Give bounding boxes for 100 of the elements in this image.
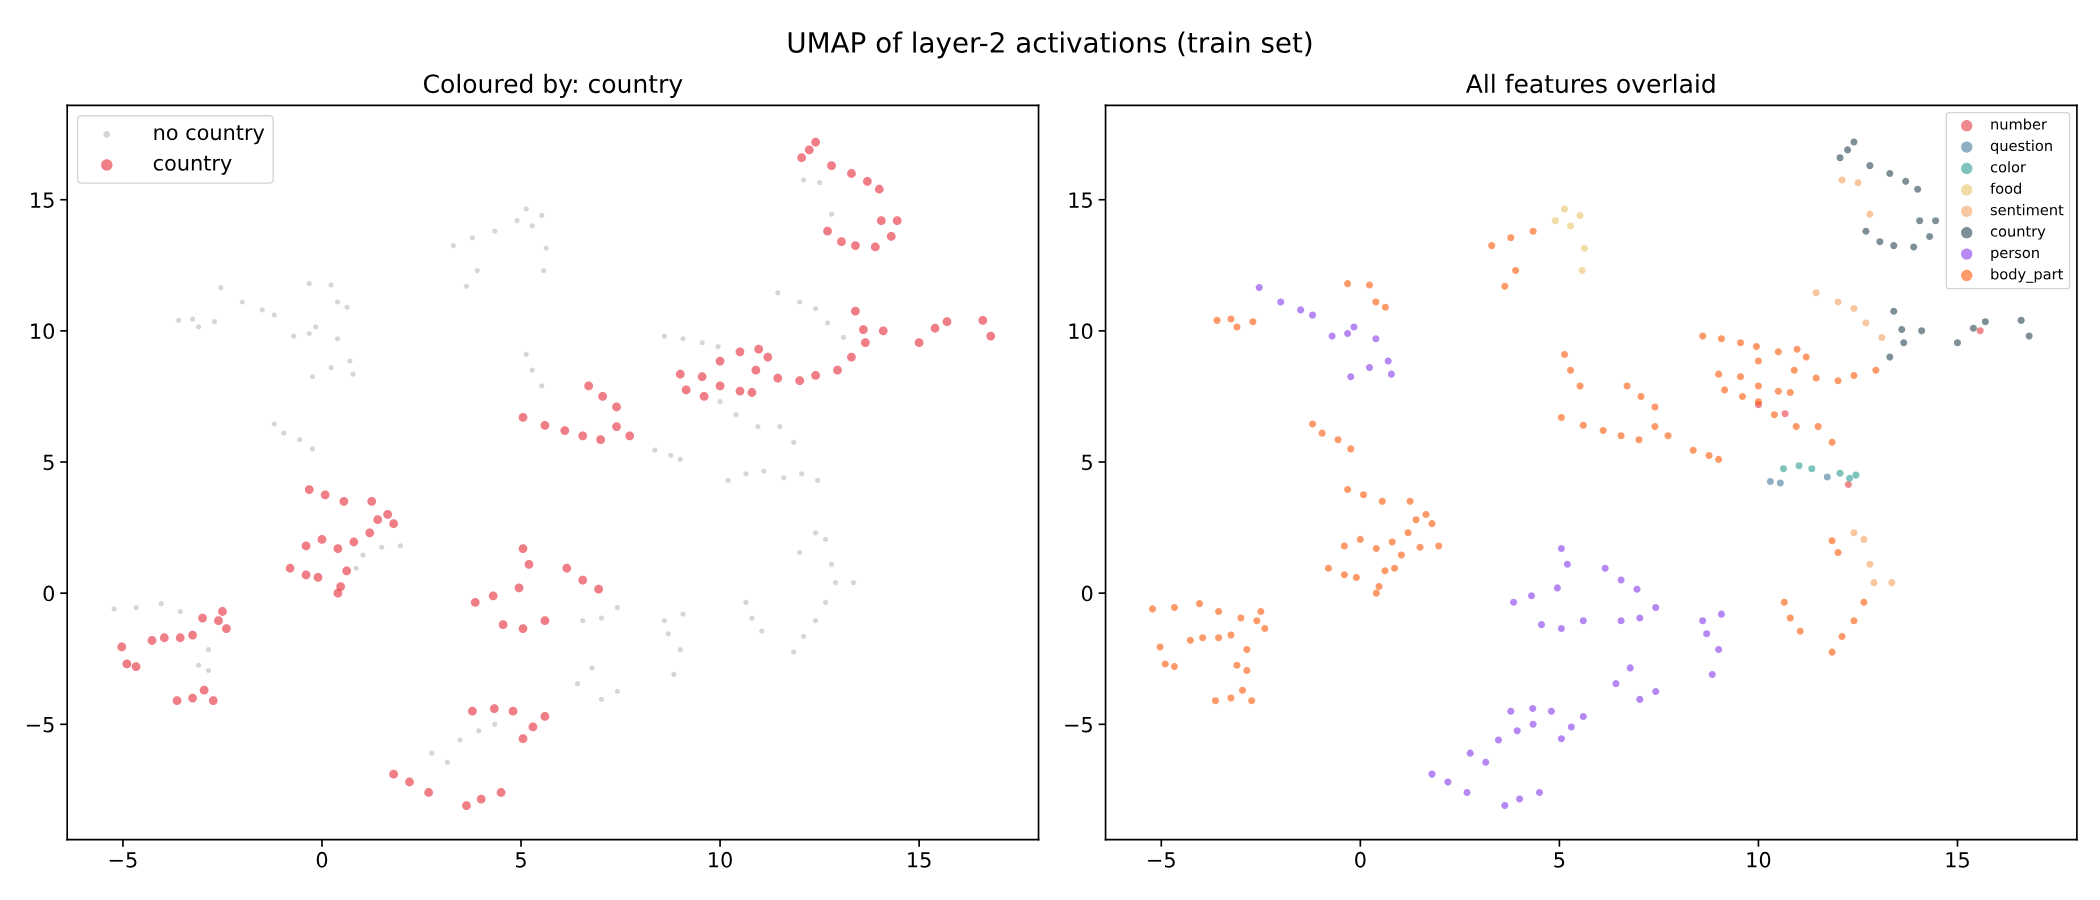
point xyxy=(1372,335,1380,343)
point xyxy=(1579,712,1587,720)
point xyxy=(1566,222,1575,230)
point xyxy=(1636,695,1644,703)
point xyxy=(1766,477,1774,485)
point xyxy=(1516,795,1524,803)
y-tick-label: 5 xyxy=(43,454,54,471)
point xyxy=(1910,243,1918,251)
x-tick-label: 15 xyxy=(908,852,931,868)
point xyxy=(1579,617,1587,625)
point xyxy=(1969,324,1977,332)
x-tick-label: 10 xyxy=(1747,851,1771,868)
point xyxy=(1888,579,1896,587)
point xyxy=(1557,735,1565,743)
legend-label: sentiment xyxy=(1990,204,2064,216)
point xyxy=(1652,687,1660,696)
point xyxy=(1890,242,1898,250)
text: UMAP of layer-2 activations (train set) xyxy=(788,31,1312,59)
chart-title: Coloured by: country xyxy=(423,73,683,98)
point xyxy=(1953,339,1962,347)
y-tick-label: 10 xyxy=(1069,323,1093,340)
point xyxy=(1557,625,1565,633)
legend-label: no country xyxy=(154,125,265,145)
x-tick-label: 0 xyxy=(316,851,328,868)
point xyxy=(1781,410,1789,418)
point xyxy=(1344,329,1352,338)
point xyxy=(1626,664,1634,672)
y-tick-label: 0 xyxy=(43,585,55,602)
point xyxy=(1547,707,1555,715)
point xyxy=(1350,323,1358,331)
point xyxy=(1812,289,1820,297)
point xyxy=(1347,373,1355,381)
y-tick-label: −5 xyxy=(1065,717,1092,733)
legend-label: food xyxy=(1990,182,2021,194)
point xyxy=(1844,146,1852,154)
point xyxy=(1567,723,1575,731)
point xyxy=(1708,670,1716,678)
point xyxy=(1633,585,1641,593)
point xyxy=(1808,465,1816,473)
legend-label: person xyxy=(1991,249,2039,261)
point xyxy=(1717,610,1725,618)
point xyxy=(1529,720,1537,728)
legend-label: color xyxy=(1990,161,2026,173)
x-tick-label: 10 xyxy=(709,851,732,868)
point xyxy=(2025,332,2033,340)
point xyxy=(1444,778,1452,786)
legend-label: country xyxy=(1990,226,2046,240)
point xyxy=(1365,364,1374,372)
point xyxy=(1553,584,1561,592)
point xyxy=(1878,333,1886,341)
point xyxy=(1501,802,1509,810)
point xyxy=(1551,217,1559,225)
point xyxy=(1578,267,1586,275)
x-tick-label: 15 xyxy=(1946,852,1969,868)
point xyxy=(1779,465,1788,473)
point xyxy=(2017,316,2025,324)
point xyxy=(1617,576,1625,584)
point xyxy=(1918,327,1926,335)
x-tick-label: −5 xyxy=(109,852,137,868)
point xyxy=(1870,579,1878,587)
point xyxy=(1795,462,1803,470)
point xyxy=(1886,353,1894,361)
point xyxy=(1699,617,1707,625)
point xyxy=(1844,481,1852,489)
point xyxy=(1776,479,1784,487)
legend-label: country xyxy=(153,155,232,175)
y-tick-label: 15 xyxy=(31,192,54,208)
point xyxy=(1557,545,1565,553)
point xyxy=(1926,232,1934,240)
point xyxy=(1277,298,1285,306)
y-tick-label: −5 xyxy=(26,717,54,733)
point xyxy=(1255,284,1263,292)
point xyxy=(1932,217,1940,225)
point xyxy=(1862,227,1870,235)
y-tick-label: 15 xyxy=(1069,192,1092,208)
point xyxy=(1601,564,1609,572)
point xyxy=(1513,727,1521,735)
point xyxy=(1507,707,1515,715)
y-tick-label: 5 xyxy=(1082,454,1092,471)
point xyxy=(1914,185,1922,193)
point xyxy=(1850,529,1858,537)
point xyxy=(1612,680,1620,688)
legend-label: question xyxy=(1990,139,2052,154)
chart-title: All features overlaid xyxy=(1465,73,1715,94)
point xyxy=(1537,621,1546,629)
x-tick-label: −5 xyxy=(1148,852,1175,868)
point xyxy=(1297,306,1305,314)
point xyxy=(1900,339,1908,347)
point xyxy=(1387,370,1395,378)
point xyxy=(1576,211,1584,219)
point xyxy=(1309,311,1317,319)
point xyxy=(1876,238,1884,246)
point xyxy=(1902,177,1910,185)
x-tick-label: 5 xyxy=(516,852,526,868)
point xyxy=(1652,604,1660,612)
point xyxy=(1703,630,1711,638)
y-tick-label: 0 xyxy=(1081,585,1093,602)
point xyxy=(1866,560,1874,568)
point xyxy=(1529,705,1537,713)
x-tick-label: 0 xyxy=(1355,851,1366,868)
